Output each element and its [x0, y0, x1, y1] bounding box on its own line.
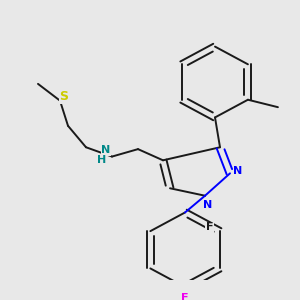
Text: N: N	[233, 167, 243, 176]
Text: N: N	[101, 145, 111, 155]
Text: F: F	[181, 293, 189, 300]
Text: H: H	[98, 155, 106, 165]
Text: N: N	[203, 200, 213, 210]
Text: F: F	[206, 222, 213, 233]
Text: S: S	[59, 90, 68, 104]
